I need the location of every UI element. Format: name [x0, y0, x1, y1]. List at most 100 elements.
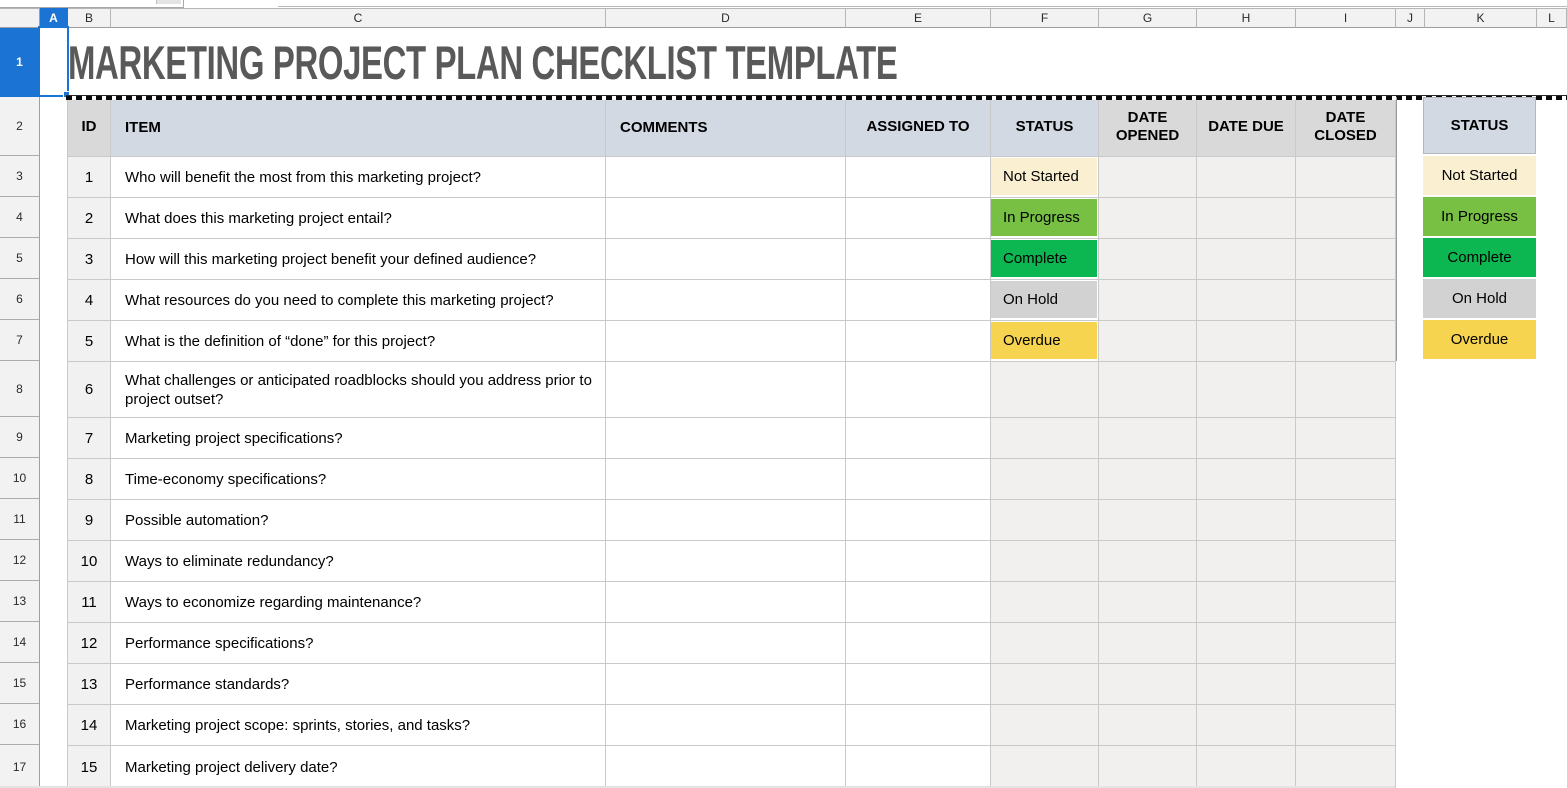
row-status-cell[interactable]: On Hold	[991, 280, 1099, 321]
row-comments-cell[interactable]	[606, 321, 846, 362]
column-header-d[interactable]: D	[606, 8, 846, 28]
row-item-cell[interactable]: Marketing project scope: sprints, storie…	[111, 705, 606, 746]
row-assigned-to-cell[interactable]	[846, 418, 991, 459]
row-header-3[interactable]: 3	[0, 156, 40, 197]
row-assigned-to-cell[interactable]	[846, 280, 991, 321]
row-comments-cell[interactable]	[606, 198, 846, 239]
row-date-due-cell[interactable]	[1197, 541, 1296, 582]
header-id[interactable]: ID	[68, 98, 111, 157]
row-comments-cell[interactable]	[606, 541, 846, 582]
legend-item[interactable]: Complete	[1423, 238, 1536, 277]
row-header-11[interactable]: 11	[0, 499, 40, 540]
row-item-cell[interactable]: Ways to eliminate redundancy?	[111, 541, 606, 582]
row-assigned-to-cell[interactable]	[846, 459, 991, 500]
column-header-a[interactable]: A	[40, 8, 68, 28]
row-id-cell[interactable]: 13	[68, 664, 111, 705]
row-date-opened-cell[interactable]	[1099, 280, 1197, 321]
column-header-j[interactable]: J	[1396, 8, 1425, 28]
select-all-corner[interactable]	[0, 8, 40, 28]
active-cell-outline[interactable]	[38, 26, 70, 98]
row-date-opened-cell[interactable]	[1099, 500, 1197, 541]
row-date-opened-cell[interactable]	[1099, 459, 1197, 500]
row-date-opened-cell[interactable]	[1099, 157, 1197, 198]
row-date-due-cell[interactable]	[1197, 321, 1296, 362]
row-item-cell[interactable]: Possible automation?	[111, 500, 606, 541]
row-date-opened-cell[interactable]	[1099, 746, 1197, 788]
row-id-cell[interactable]: 9	[68, 500, 111, 541]
row-date-closed-cell[interactable]	[1296, 500, 1396, 541]
row-header-8[interactable]: 8	[0, 361, 40, 417]
column-header-g[interactable]: G	[1099, 8, 1197, 28]
row-id-cell[interactable]: 8	[68, 459, 111, 500]
row-comments-cell[interactable]	[606, 418, 846, 459]
row-date-opened-cell[interactable]	[1099, 582, 1197, 623]
status-badge[interactable]: Overdue	[991, 322, 1097, 359]
row-id-cell[interactable]: 1	[68, 157, 111, 198]
row-status-cell[interactable]	[991, 664, 1099, 705]
row-header-16[interactable]: 16	[0, 704, 40, 745]
row-date-closed-cell[interactable]	[1296, 239, 1396, 280]
row-date-closed-cell[interactable]	[1296, 280, 1396, 321]
row-header-10[interactable]: 10	[0, 458, 40, 499]
row-item-cell[interactable]: Marketing project specifications?	[111, 418, 606, 459]
row-date-opened-cell[interactable]	[1099, 541, 1197, 582]
page-title-cell[interactable]: MARKETING PROJECT PLAN CHECKLIST TEMPLAT…	[68, 28, 1253, 97]
row-date-closed-cell[interactable]	[1296, 746, 1396, 788]
row-item-cell[interactable]: What resources do you need to complete t…	[111, 280, 606, 321]
row-header-12[interactable]: 12	[0, 540, 40, 581]
name-box[interactable]	[0, 0, 184, 8]
row-status-cell[interactable]	[991, 459, 1099, 500]
row-assigned-to-cell[interactable]	[846, 198, 991, 239]
row-date-opened-cell[interactable]	[1099, 664, 1197, 705]
name-box-dropdown-button[interactable]	[156, 0, 181, 4]
row-id-cell[interactable]: 12	[68, 623, 111, 664]
row-assigned-to-cell[interactable]	[846, 321, 991, 362]
row-status-cell[interactable]	[991, 746, 1099, 788]
row-date-closed-cell[interactable]	[1296, 541, 1396, 582]
row-assigned-to-cell[interactable]	[846, 705, 991, 746]
row-item-cell[interactable]: Time-economy specifications?	[111, 459, 606, 500]
row-date-due-cell[interactable]	[1197, 664, 1296, 705]
row-date-due-cell[interactable]	[1197, 746, 1296, 788]
row-id-cell[interactable]: 10	[68, 541, 111, 582]
row-date-opened-cell[interactable]	[1099, 239, 1197, 280]
row-assigned-to-cell[interactable]	[846, 746, 991, 788]
row-comments-cell[interactable]	[606, 705, 846, 746]
row-id-cell[interactable]: 5	[68, 321, 111, 362]
row-status-cell[interactable]	[991, 705, 1099, 746]
row-date-closed-cell[interactable]	[1296, 623, 1396, 664]
row-item-cell[interactable]: Performance standards?	[111, 664, 606, 705]
row-status-cell[interactable]: Complete	[991, 239, 1099, 280]
row-header-6[interactable]: 6	[0, 279, 40, 320]
row-comments-cell[interactable]	[606, 500, 846, 541]
row-header-14[interactable]: 14	[0, 622, 40, 663]
row-header-7[interactable]: 7	[0, 320, 40, 361]
status-badge[interactable]: Not Started	[991, 158, 1097, 195]
row-item-cell[interactable]: What is the definition of “done” for thi…	[111, 321, 606, 362]
row-date-opened-cell[interactable]	[1099, 418, 1197, 459]
row-comments-cell[interactable]	[606, 459, 846, 500]
row-status-cell[interactable]: In Progress	[991, 198, 1099, 239]
row-date-due-cell[interactable]	[1197, 418, 1296, 459]
row-date-due-cell[interactable]	[1197, 459, 1296, 500]
row-header-5[interactable]: 5	[0, 238, 40, 279]
row-date-opened-cell[interactable]	[1099, 623, 1197, 664]
row-item-cell[interactable]: Performance specifications?	[111, 623, 606, 664]
row-date-due-cell[interactable]	[1197, 239, 1296, 280]
row-date-closed-cell[interactable]	[1296, 198, 1396, 239]
row-status-cell[interactable]	[991, 623, 1099, 664]
row-date-opened-cell[interactable]	[1099, 321, 1197, 362]
row-comments-cell[interactable]	[606, 362, 846, 418]
row-date-due-cell[interactable]	[1197, 582, 1296, 623]
row-date-closed-cell[interactable]	[1296, 418, 1396, 459]
column-header-h[interactable]: H	[1197, 8, 1296, 28]
row-status-cell[interactable]	[991, 541, 1099, 582]
row-date-due-cell[interactable]	[1197, 198, 1296, 239]
row-date-closed-cell[interactable]	[1296, 321, 1396, 362]
row-comments-cell[interactable]	[606, 746, 846, 788]
row-assigned-to-cell[interactable]	[846, 362, 991, 418]
row-date-due-cell[interactable]	[1197, 280, 1296, 321]
row-status-cell[interactable]	[991, 362, 1099, 418]
row-assigned-to-cell[interactable]	[846, 239, 991, 280]
row-header-9[interactable]: 9	[0, 417, 40, 458]
